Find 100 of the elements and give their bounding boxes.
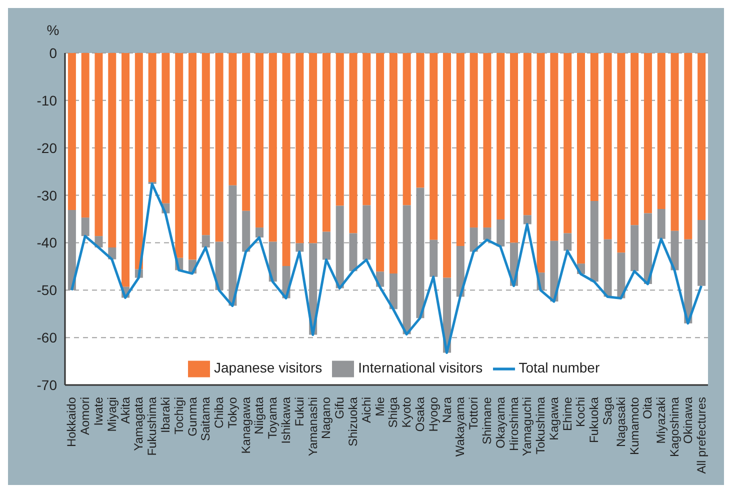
y-tick-label: -30 — [36, 187, 58, 204]
x-tick-label: Ibaraki — [158, 397, 172, 434]
x-tick-label: Iwate — [91, 396, 106, 426]
bar — [590, 200, 598, 282]
y-tick-label: 0 — [49, 44, 58, 61]
bar — [81, 53, 90, 218]
bar — [416, 188, 424, 318]
bar — [496, 53, 505, 220]
y-tick-label: -70 — [36, 376, 58, 393]
x-tick-label: Kanagawa — [238, 396, 253, 454]
bar — [470, 228, 478, 252]
x-tick-label: Saitama — [198, 396, 213, 442]
bar — [657, 53, 666, 210]
bar — [309, 53, 318, 244]
bar — [255, 228, 264, 238]
x-tick-label: Shiga — [386, 396, 400, 428]
bar — [456, 53, 464, 246]
bar — [470, 53, 478, 228]
x-tick-label: Ehime — [560, 396, 574, 432]
x-tick-label: Niigata — [252, 396, 266, 434]
bar — [536, 53, 545, 273]
y-tick-label: -40 — [36, 234, 58, 251]
bar — [175, 53, 184, 258]
bar — [122, 53, 130, 287]
bar — [349, 53, 358, 234]
x-tick-label: Nagasaki — [614, 397, 628, 448]
bar — [483, 228, 492, 240]
bar — [496, 219, 505, 247]
bar — [483, 53, 492, 228]
bar — [590, 53, 598, 201]
x-tick-label: Tottori — [466, 397, 481, 430]
bar — [108, 53, 116, 248]
x-tick-label: Kumamoto — [627, 396, 642, 456]
x-tick-label: Gifu — [332, 397, 347, 420]
bar — [376, 53, 384, 272]
x-tick-label: Akita — [118, 396, 132, 424]
bar — [564, 233, 572, 251]
x-tick-label: Hokkaido — [64, 396, 79, 448]
bar — [670, 230, 679, 270]
line-series — [70, 182, 703, 354]
bar — [416, 53, 424, 188]
bar — [296, 53, 304, 244]
x-tick-label: Mie — [372, 396, 387, 416]
bar — [94, 53, 103, 236]
y-tick-label: -50 — [36, 282, 58, 298]
bar — [389, 274, 398, 310]
x-tick-label: Shizuoka — [346, 396, 360, 446]
x-tick-label: Fukui — [292, 397, 306, 426]
bar — [630, 225, 639, 272]
bar — [402, 205, 411, 334]
x-tick-label: Aomori — [78, 397, 92, 436]
x-tick-label: Miyagi — [104, 397, 119, 432]
bar — [362, 53, 371, 206]
bar — [644, 53, 652, 214]
y-tick-label: -20 — [36, 140, 58, 156]
legend-label: Japanese visitors — [214, 360, 322, 376]
bar — [630, 53, 639, 226]
x-tick-label: Kagoshima — [668, 396, 682, 458]
bar — [134, 53, 143, 270]
x-tick-label: Tokyo — [225, 396, 240, 428]
bar — [215, 53, 224, 242]
bar — [698, 53, 706, 220]
bar — [564, 53, 572, 234]
bar — [510, 53, 518, 243]
x-tick-label: Miyazaki — [654, 397, 668, 444]
bar — [228, 185, 237, 306]
bar — [698, 220, 706, 286]
bar — [617, 252, 626, 298]
bar — [81, 218, 90, 236]
bar — [148, 53, 156, 182]
bar — [657, 209, 666, 239]
bar — [617, 53, 626, 253]
x-tick-label: Fukushima — [145, 396, 160, 456]
bar — [684, 53, 692, 240]
bar — [268, 53, 277, 242]
y-tick-label: -60 — [36, 330, 58, 346]
x-tick-label: Okinawa — [680, 396, 695, 444]
bar — [456, 246, 464, 297]
x-tick-label: Gunma — [185, 396, 200, 436]
y-axis-title: % — [46, 22, 60, 38]
x-tick-label: Nagano — [319, 396, 334, 440]
bar — [202, 53, 210, 236]
bar — [296, 243, 304, 252]
bar — [670, 53, 679, 231]
bar — [215, 242, 224, 290]
bar — [362, 205, 371, 260]
bar — [282, 53, 290, 266]
x-tick-label: Fukuoka — [587, 396, 602, 444]
bar — [430, 53, 438, 240]
bar — [576, 53, 585, 264]
bar — [322, 232, 330, 260]
x-tick-label: Nara — [440, 396, 454, 424]
x-tick-label: Wakayama — [453, 396, 468, 457]
bar — [336, 206, 344, 288]
x-tick-label: All prefectures — [694, 397, 708, 474]
bar — [443, 53, 452, 278]
x-tick-label: Tochigi — [172, 397, 186, 434]
x-tick-label: Okayama — [493, 396, 508, 448]
bar — [255, 53, 264, 228]
legend-label: Total number — [518, 360, 600, 376]
